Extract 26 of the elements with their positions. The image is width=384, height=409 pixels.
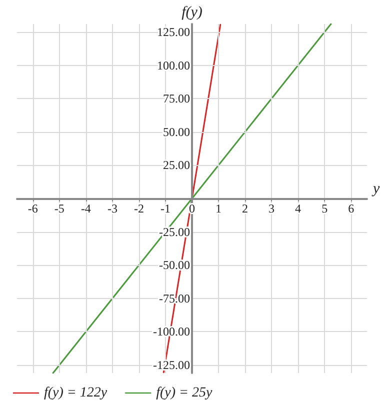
x-axis-title: y xyxy=(371,181,380,197)
y-tick-label: -125.00 xyxy=(153,358,190,372)
y-tick-label: 50.00 xyxy=(163,124,190,139)
x-tick-label: 4 xyxy=(295,202,302,216)
x-tick-label: 6 xyxy=(348,202,354,216)
x-tick-label: 1 xyxy=(216,202,222,216)
y-tick-label: -75.00 xyxy=(159,291,190,306)
x-tick-label: 5 xyxy=(322,202,328,216)
legend-label: f(y) = 122y xyxy=(44,386,108,400)
x-tick-label: -4 xyxy=(80,202,91,216)
x-tick-label: 3 xyxy=(268,202,275,216)
y-tick-label: 25.00 xyxy=(163,158,190,172)
legend-label: f(y) = 25y xyxy=(156,386,213,400)
x-tick-label: -1 xyxy=(160,202,170,216)
y-tick-label: -50.00 xyxy=(159,258,190,272)
x-tick-label: -3 xyxy=(107,202,118,216)
x-tick-label: -2 xyxy=(134,202,144,216)
x-tick-label: -6 xyxy=(28,202,38,216)
x-tick-label: 2 xyxy=(242,202,248,216)
y-tick-label: 100.00 xyxy=(157,58,190,72)
y-tick-label: 125.00 xyxy=(157,24,190,39)
y-tick-label: 75.00 xyxy=(163,92,190,106)
y-tick-label: -25.00 xyxy=(159,224,190,239)
y-tick-label: -100.00 xyxy=(153,324,190,339)
x-tick-label: -5 xyxy=(54,202,64,216)
y-axis-title: f(y) xyxy=(182,4,202,20)
